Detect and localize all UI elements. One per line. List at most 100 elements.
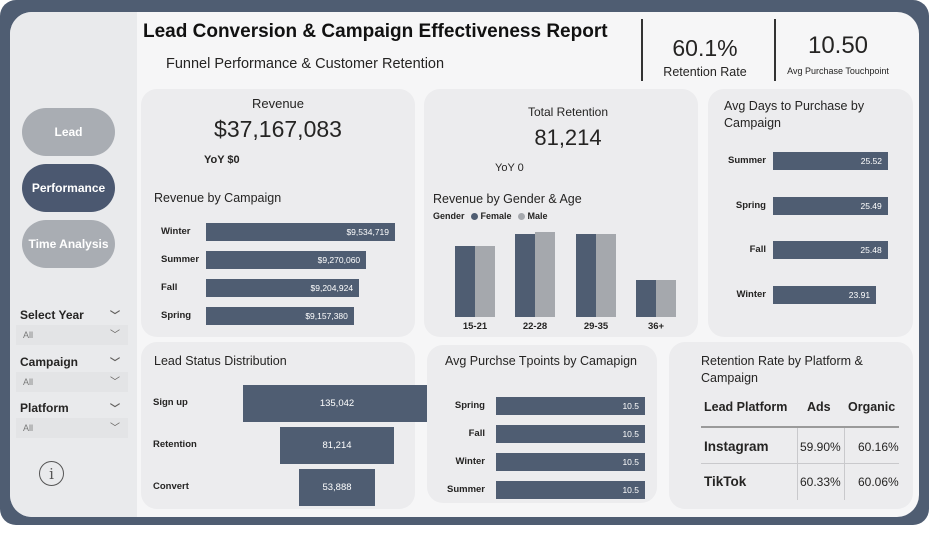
chart-title: Lead Status Distribution bbox=[154, 354, 287, 368]
funnel-bar bbox=[243, 385, 431, 422]
bar-value-label: $9,534,719 bbox=[346, 227, 389, 237]
table-col-divider bbox=[797, 428, 798, 500]
funnel-category-label: Convert bbox=[153, 481, 189, 492]
bar-value-label: 25.48 bbox=[860, 245, 882, 255]
kpi-touchpoint-label: Avg Purchase Touchpoint bbox=[787, 66, 889, 76]
chevron-down-icon[interactable]: ﹀ bbox=[110, 404, 120, 415]
avg-days-card: Avg Days to Purchase by Campaign Summer 2… bbox=[708, 89, 913, 337]
slicer-campaign-label: Campaign bbox=[20, 355, 79, 369]
x-tick-label: 36+ bbox=[647, 321, 665, 332]
legend-label-female: Female bbox=[480, 211, 512, 221]
revenue-value: $37,167,083 bbox=[214, 116, 342, 142]
page-title: Lead Conversion & Campaign Effectiveness… bbox=[143, 21, 608, 42]
bar bbox=[496, 425, 645, 443]
bar-value-label: 10.5 bbox=[622, 429, 639, 439]
bar-category-label: Spring bbox=[735, 199, 766, 211]
x-tick-label: 22-28 bbox=[522, 321, 548, 332]
lead-status-card: Lead Status Distribution Sign up 135,042 R… bbox=[141, 342, 431, 509]
funnel-bar bbox=[280, 427, 394, 464]
nav-time-analysis-button[interactable]: Time Analysis bbox=[22, 220, 115, 268]
column-male bbox=[535, 232, 555, 317]
funnel-bar bbox=[299, 469, 375, 506]
total-retention-yoy: YoY 0 bbox=[495, 162, 524, 174]
chevron-down-icon[interactable]: ﹀ bbox=[110, 377, 120, 388]
x-tick-label: 29-35 bbox=[583, 321, 609, 332]
column-male bbox=[475, 246, 495, 317]
bar bbox=[206, 307, 354, 325]
bar-value-label: 10.5 bbox=[622, 457, 639, 467]
slicer-year[interactable]: Select Year ﹀ All ﹀ bbox=[16, 306, 128, 345]
funnel-category-label: Retention bbox=[153, 439, 197, 450]
slicer-campaign[interactable]: Campaign ﹀ All ﹀ bbox=[16, 353, 128, 392]
nav-performance-button[interactable]: Performance bbox=[22, 164, 115, 212]
kpi-retention-rate-label: Retention Rate bbox=[663, 65, 747, 79]
chart-title: Avg Days to Purchase by Campaign bbox=[724, 99, 865, 130]
kpi-divider bbox=[641, 19, 643, 81]
bar-category-label: Summer bbox=[727, 155, 766, 166]
table-cell-platform: TikTok bbox=[704, 474, 747, 489]
chevron-down-icon[interactable]: ﹀ bbox=[110, 330, 120, 341]
bar-value-label: $9,204,924 bbox=[310, 283, 354, 293]
chart-title: Avg Purchse Tpoints by Camapign bbox=[445, 354, 638, 368]
report-canvas: Lead Performance Time Analysis Select Ye… bbox=[10, 12, 919, 517]
bar bbox=[496, 453, 645, 471]
info-icon[interactable]: i bbox=[39, 461, 64, 486]
bar-category-label: Summer bbox=[446, 484, 485, 495]
bar bbox=[773, 152, 888, 170]
column-female bbox=[455, 246, 475, 317]
bar-value-label: 10.5 bbox=[622, 401, 639, 411]
chevron-down-icon[interactable]: ﹀ bbox=[110, 423, 120, 434]
bar-category-label: Summer bbox=[161, 254, 200, 265]
bar-value-label: $9,270,060 bbox=[317, 255, 361, 265]
table-header-organic: Organic bbox=[848, 400, 896, 414]
retention-table-card: Retention Rate by Platform & Campaign Le… bbox=[669, 342, 913, 509]
retention-card: Total Retention 81,214 YoY 0 Revenue by … bbox=[424, 89, 698, 337]
table-divider bbox=[701, 426, 899, 428]
column-female bbox=[515, 234, 535, 317]
chart-legend: Gender Female Male bbox=[433, 211, 548, 221]
table-header-platform: Lead Platform bbox=[704, 400, 788, 414]
revenue-card: Revenue $37,167,083 YoY $0 Revenue by Ca… bbox=[141, 89, 415, 337]
bar-value-label: $9,157,380 bbox=[305, 311, 348, 321]
column-male bbox=[596, 234, 616, 317]
bar-value-label: 23.91 bbox=[848, 289, 871, 300]
page-subtitle: Funnel Performance & Customer Retention bbox=[166, 56, 445, 72]
table-cell-ads: 60.33% bbox=[800, 475, 841, 489]
bar-value-label: 25.52 bbox=[860, 156, 882, 166]
chevron-down-icon[interactable]: ﹀ bbox=[110, 311, 120, 322]
chevron-down-icon[interactable]: ﹀ bbox=[110, 358, 120, 369]
legend-label-male: Male bbox=[527, 211, 548, 221]
x-tick-label: 15-21 bbox=[462, 321, 488, 332]
kpi-touchpoint-value: 10.50 bbox=[807, 32, 869, 59]
bar-category-label: Fall bbox=[468, 428, 485, 439]
bar bbox=[773, 285, 877, 304]
total-retention-label: Total Retention bbox=[527, 105, 609, 119]
total-retention-value: 81,214 bbox=[534, 125, 602, 150]
bar bbox=[206, 279, 360, 297]
slicer-year-label: Select Year bbox=[20, 308, 84, 322]
table-cell-ads: 59.90% bbox=[800, 440, 841, 454]
nav-lead-button[interactable]: Lead bbox=[22, 108, 115, 156]
chart-title: Revenue by Gender & Age bbox=[433, 192, 582, 206]
bar-value-label: 25.49 bbox=[860, 200, 882, 211]
bar-category-label: Winter bbox=[455, 456, 485, 467]
legend-swatch-male bbox=[517, 212, 525, 220]
bar-category-label: Spring bbox=[161, 310, 192, 321]
revenue-label: Revenue bbox=[251, 96, 305, 111]
table-cell-organic: 60.06% bbox=[858, 475, 899, 489]
bar bbox=[206, 251, 367, 269]
column-female bbox=[576, 234, 596, 317]
chart-title: Revenue by Campaign bbox=[154, 191, 282, 205]
revenue-yoy: YoY $0 bbox=[204, 154, 240, 166]
bar-value-label: 10.5 bbox=[622, 485, 639, 495]
kpi-divider bbox=[774, 19, 776, 81]
table-cell-organic: 60.16% bbox=[858, 440, 899, 454]
column-female bbox=[636, 279, 656, 317]
table-col-divider bbox=[844, 428, 845, 500]
avg-touchpoints-card: Avg Purchse Tpoints by Camapign Spring 10… bbox=[427, 345, 657, 503]
table-cell-platform: Instagram bbox=[704, 439, 769, 454]
bar-category-label: Winter bbox=[736, 288, 766, 300]
bar-category-label: Fall bbox=[749, 244, 766, 255]
slicer-platform[interactable]: Platform ﹀ All ﹀ bbox=[16, 399, 128, 438]
chart-title: Retention Rate by Platform & Campaign bbox=[701, 354, 863, 385]
